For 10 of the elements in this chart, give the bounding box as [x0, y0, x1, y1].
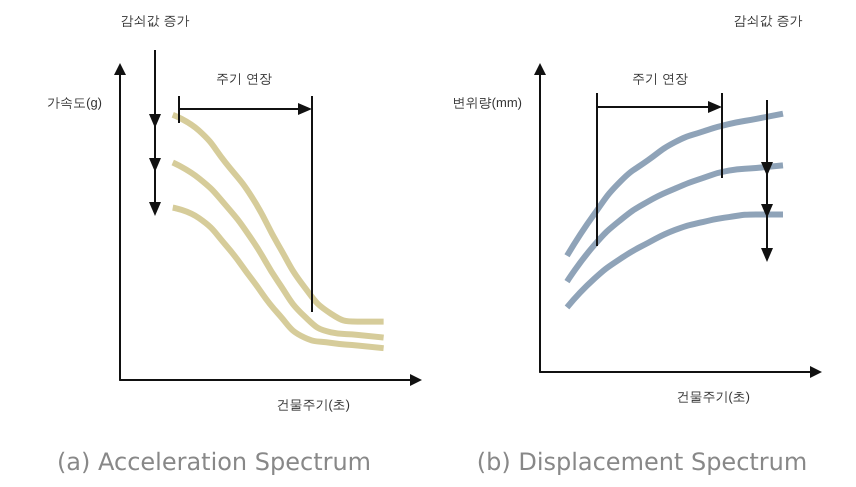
y-axis-title: 변위량(mm): [452, 95, 522, 110]
text: 감쇠값 증가: [733, 13, 803, 30]
text: 주기 연장: [216, 71, 272, 88]
x-axis-title: 건물주기(초): [276, 397, 350, 412]
text: (b) Displacement Spectrum: [476, 448, 808, 476]
x-axis-title: 건물주기(초): [676, 389, 750, 404]
y-axis-title: 가속도(g): [47, 95, 102, 110]
text: 주기 연장: [632, 71, 688, 88]
text: (a) Acceleration Spectrum: [56, 448, 372, 476]
text: 감쇠값 증가: [120, 13, 190, 30]
